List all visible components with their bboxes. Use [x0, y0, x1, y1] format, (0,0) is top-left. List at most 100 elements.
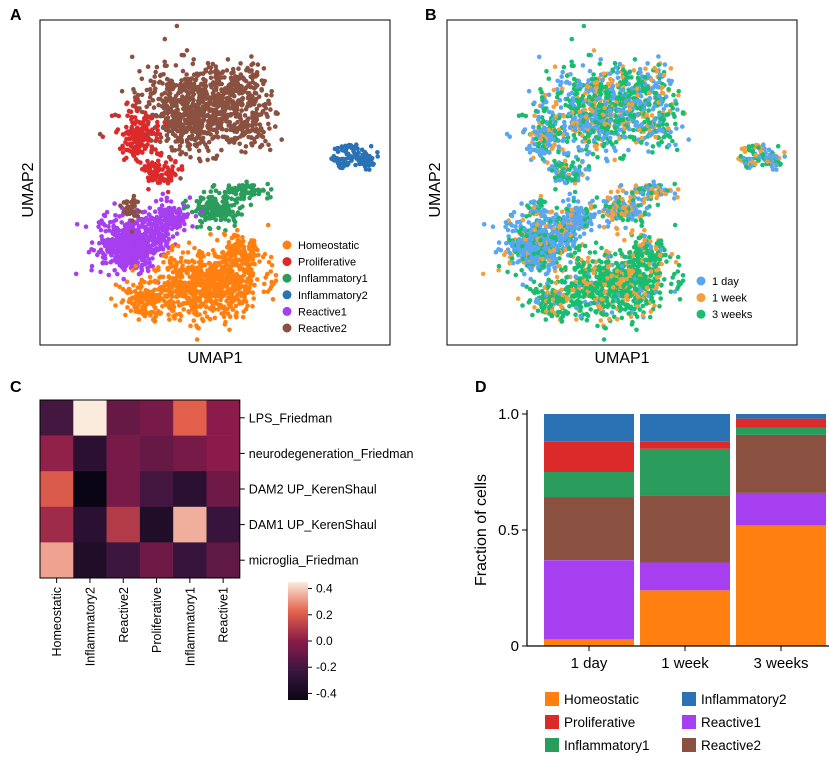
umap-b-point	[748, 163, 754, 169]
umap-a-point	[170, 269, 176, 275]
umap-b-point	[545, 160, 550, 165]
umap-a-point	[152, 228, 157, 233]
umap-a-point	[226, 243, 231, 249]
umap-a-point	[213, 217, 219, 223]
umap-a-point	[237, 243, 243, 249]
umap-a-point	[249, 123, 255, 128]
umap-a-point	[266, 121, 271, 127]
umap-a-point	[151, 241, 156, 246]
umap-a-point	[185, 80, 191, 86]
umap-b-point	[554, 101, 559, 107]
umap-a-point	[256, 103, 262, 108]
umap-b-point	[581, 23, 587, 29]
umap-b-point	[656, 62, 661, 68]
umap-a-point	[113, 213, 118, 218]
umap-a-point	[198, 131, 203, 136]
umap-b-point	[531, 124, 536, 130]
umap-a-point	[113, 243, 118, 249]
umap-a-point	[191, 271, 196, 276]
umap-a-point	[191, 57, 196, 62]
umap-a-point	[197, 295, 203, 301]
umap-b-point	[580, 63, 586, 68]
umap-b-point	[774, 155, 779, 161]
umap-a-point	[162, 164, 168, 169]
umap-a-point	[142, 279, 147, 285]
umap-a-point	[89, 240, 95, 245]
umap-a-point	[100, 260, 105, 266]
umap-a-point	[149, 144, 155, 149]
umap-a-point	[194, 136, 199, 141]
umap-a-point	[196, 148, 202, 154]
umap-a-point	[265, 289, 271, 294]
umap-a-point	[250, 257, 256, 262]
umap-a-point	[255, 62, 261, 67]
umap-a-point	[122, 236, 127, 242]
umap-b-point	[542, 108, 547, 114]
umap-a-point	[133, 98, 138, 103]
umap-a-point	[180, 112, 186, 117]
umap-a-point	[150, 130, 156, 135]
umap-a-point	[243, 144, 249, 149]
umap-b-point	[659, 98, 664, 103]
umap-a-point	[238, 61, 243, 66]
umap-b-point	[539, 103, 545, 109]
umap-b-point	[645, 185, 650, 190]
umap-a-point	[181, 202, 187, 208]
umap-a-point	[125, 142, 130, 147]
umap-b-point	[569, 59, 574, 65]
umap-a-point	[229, 196, 234, 201]
umap-b-point	[592, 80, 598, 86]
umap-a-point	[120, 265, 125, 270]
legend-marker	[282, 240, 292, 250]
umap-a-point	[103, 240, 109, 245]
umap-a-point	[175, 291, 181, 297]
umap-b-point	[652, 117, 657, 122]
umap-a-point	[198, 264, 204, 269]
umap-a-point	[135, 199, 141, 205]
umap-b-point	[674, 147, 680, 153]
umap-a-point	[182, 76, 188, 82]
umap-b-point	[626, 147, 631, 153]
umap-b-point	[622, 134, 627, 139]
umap-a-point	[156, 80, 162, 85]
umap-a-point	[153, 69, 158, 75]
umap-a-point	[190, 277, 196, 283]
umap-b-point	[569, 100, 575, 105]
umap-a-point	[177, 120, 183, 125]
umap-a-point	[157, 132, 163, 137]
umap-a-point	[180, 268, 185, 273]
umap-b-point	[532, 113, 537, 118]
umap-b-point	[648, 77, 654, 83]
umap-a-point	[112, 250, 117, 255]
umap-a-point	[239, 149, 244, 154]
umap-a-point	[116, 113, 122, 119]
umap-b-point	[606, 93, 611, 99]
legend-marker	[282, 290, 292, 300]
umap-a-point	[267, 147, 273, 153]
umap-a-point	[253, 81, 258, 87]
umap-a-point	[171, 83, 177, 88]
umap-a-point	[227, 314, 233, 320]
umap-a-point	[189, 136, 194, 141]
umap-a-point	[226, 218, 231, 223]
umap-a-point	[164, 288, 169, 293]
umap-a-point	[222, 278, 228, 284]
umap-a-point	[126, 108, 132, 114]
umap-b-point	[608, 76, 613, 82]
umap-b-point	[675, 195, 680, 200]
umap-b-point	[627, 212, 633, 217]
umap-b-point	[636, 209, 641, 215]
umap-a-point	[220, 254, 225, 260]
umap-b-point	[527, 145, 532, 151]
umap-a-point	[170, 294, 175, 299]
umap-a-point	[176, 167, 181, 172]
umap-b-point	[586, 52, 592, 58]
umap-a-point	[117, 257, 122, 262]
umap-b-point	[672, 181, 677, 187]
umap-a-point	[207, 317, 213, 322]
umap-a-point	[232, 251, 237, 257]
umap-a-point	[145, 158, 150, 164]
umap-a-point	[221, 231, 227, 236]
umap-a-point	[181, 307, 186, 312]
umap-b-point	[562, 128, 567, 133]
